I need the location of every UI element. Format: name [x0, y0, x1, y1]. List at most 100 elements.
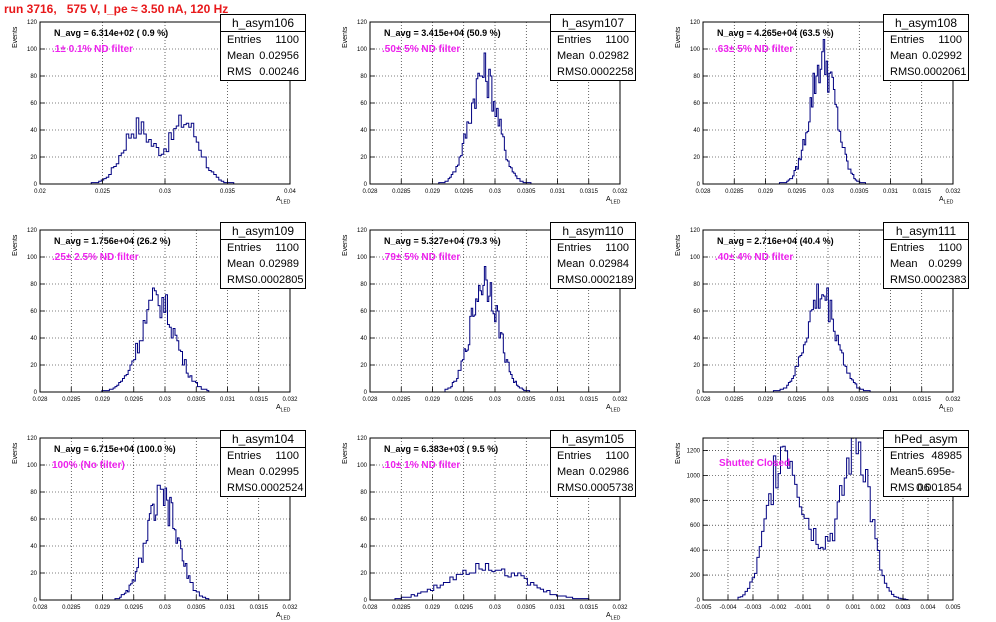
x-tick-label: 0.0315: [250, 397, 269, 403]
histogram-series: [737, 437, 909, 600]
navg-label: N_avg = 6.715e+04 (100.0 %): [54, 444, 176, 454]
y-tick-label: 60: [693, 309, 700, 315]
stats-label: Entries: [557, 34, 592, 46]
histogram-plot: 0.028 0.0285 0.029 0.0295 0.03 0.0305 0.031 0.0…: [690, 228, 961, 403]
y-tick-label: 20: [30, 571, 37, 577]
y-tick-label: 0: [34, 182, 38, 188]
x-tick-label: 0.0295: [455, 189, 474, 195]
x-tick-label: 0.032: [612, 397, 628, 403]
filter-label: .63± 5% ND filter: [715, 44, 794, 55]
x-axis-title: ALED: [939, 404, 953, 413]
stats-label: RMS: [557, 274, 582, 286]
y-tick-label: 80: [693, 74, 700, 80]
x-tick-label: 0.0305: [517, 397, 536, 403]
x-tick-label: 0.0305: [850, 189, 869, 195]
y-tick-label: 100: [27, 255, 38, 261]
x-tick-label: 0.028: [32, 605, 48, 611]
filter-label: .79± 5% ND filter: [382, 252, 461, 263]
y-tick-label: 600: [690, 523, 701, 529]
stats-box-title: h_asym104: [221, 431, 305, 448]
x-tick-label: 0.025: [95, 189, 111, 195]
y-tick-label: 120: [27, 436, 38, 442]
stats-row-entries: Entries 1100: [884, 240, 968, 256]
stats-value: 0.02995: [259, 466, 299, 478]
stats-value: 0.0005738: [581, 482, 634, 494]
y-axis-title: Events: [342, 26, 349, 48]
x-axis-title: ALED: [276, 612, 290, 621]
filter-label: .50± 5% ND filter: [382, 44, 461, 55]
stats-label: RMS: [890, 482, 915, 494]
stats-box-title: hPed_asym: [884, 431, 968, 448]
y-tick-label: 120: [357, 20, 368, 26]
histogram-panel-hPed_asym: -0.005 -0.004 -0.003 -0.002 -0.001 0 0.001 0.00…: [675, 430, 969, 611]
x-tick-label: 0.03: [489, 189, 501, 195]
y-tick-label: 1000: [687, 473, 701, 479]
y-tick-label: 0: [364, 598, 368, 604]
x-tick-label: 0.0285: [392, 189, 411, 195]
x-tick-label: 0.028: [362, 605, 378, 611]
stats-label: Entries: [557, 450, 592, 462]
y-tick-label: 0: [697, 390, 701, 396]
x-axis-title-main: A: [276, 196, 281, 203]
y-tick-label: 60: [693, 101, 700, 107]
x-axis-title-sub: LED: [280, 199, 291, 206]
stats-box-title: h_asym110: [551, 223, 635, 240]
y-tick-label: 20: [693, 363, 700, 369]
y-axis-title: Events: [342, 442, 349, 464]
y-tick-label: 60: [30, 101, 37, 107]
stats-row-mean: Mean 0.0299: [884, 256, 968, 272]
stats-box: h_asym105 Entries 1100 Mean 0.02986 RMS 0.0005…: [550, 430, 636, 497]
y-axis-title: Events: [675, 234, 682, 256]
y-tick-label: 20: [360, 155, 367, 161]
y-tick-label: 100: [690, 47, 701, 53]
page-title: run 3716, 575 V, I_pe ≈ 3.50 nA, 120 Hz: [4, 2, 229, 16]
navg-label: N_avg = 6.314e+02 ( 0.9 %): [54, 28, 169, 38]
y-tick-label: 20: [360, 571, 367, 577]
stats-row-mean: Mean 5.695e-06: [884, 464, 968, 494]
histogram-series: [444, 265, 533, 393]
x-axis-title-main: A: [276, 612, 281, 619]
x-tick-label: 0.0285: [62, 605, 81, 611]
histogram-panel-h_asym107: 0.028 0.0285 0.029 0.0295 0.03 0.0305 0.031 0.0…: [342, 14, 636, 205]
y-tick-label: 100: [357, 255, 368, 261]
x-axis-title: ALED: [606, 612, 620, 621]
x-tick-label: 0.031: [220, 397, 236, 403]
x-tick-label: 0.031: [883, 189, 899, 195]
x-tick-label: 0.035: [220, 189, 236, 195]
x-axis-title-main: A: [606, 404, 611, 411]
stats-label: Mean: [890, 50, 918, 62]
y-tick-label: 400: [690, 548, 701, 554]
histogram-panel-h_asym111: 0.028 0.0285 0.029 0.0295 0.03 0.0305 0.031 0.0…: [675, 222, 969, 413]
stats-value: 1100: [605, 34, 629, 46]
navg-label: N_avg = 2.716e+04 (40.4 %): [717, 236, 834, 246]
x-tick-label: 0.0305: [187, 605, 206, 611]
y-tick-label: 80: [693, 282, 700, 288]
y-tick-label: 120: [690, 228, 701, 234]
stats-value: 1100: [938, 242, 962, 254]
stats-row-entries: Entries 1100: [221, 32, 305, 48]
stats-row-mean: Mean 0.02986: [551, 464, 635, 480]
x-tick-label: -0.002: [769, 605, 787, 611]
stats-row-entries: Entries 48985: [884, 448, 968, 464]
stats-row-mean: Mean 0.02992: [884, 48, 968, 64]
x-tick-label: 0.031: [550, 397, 566, 403]
y-tick-label: 1200: [687, 448, 701, 454]
histogram-panel-h_asym110: 0.028 0.0285 0.029 0.0295 0.03 0.0305 0.031 0.0…: [342, 222, 636, 413]
x-tick-label: 0.03: [159, 397, 171, 403]
stats-value: 48985: [931, 450, 962, 462]
stats-value: 0.02982: [589, 50, 629, 62]
y-axis-title: Events: [675, 442, 682, 464]
y-tick-label: 100: [690, 255, 701, 261]
stats-row-entries: Entries 1100: [551, 448, 635, 464]
x-tick-label: 0.0285: [392, 605, 411, 611]
y-tick-label: 800: [690, 498, 701, 504]
x-tick-label: 0.028: [32, 397, 48, 403]
x-tick-label: 0.0295: [125, 605, 144, 611]
histogram-panel-h_asym105: 0.028 0.0285 0.029 0.0295 0.03 0.0305 0.031 0.0…: [342, 430, 636, 621]
x-tick-label: 0.029: [95, 605, 111, 611]
stats-value: 0.0002258: [581, 66, 634, 78]
x-tick-label: 0.032: [282, 397, 298, 403]
y-tick-label: 0: [697, 598, 701, 604]
histogram-series: [114, 484, 210, 600]
y-tick-label: 80: [30, 490, 37, 496]
